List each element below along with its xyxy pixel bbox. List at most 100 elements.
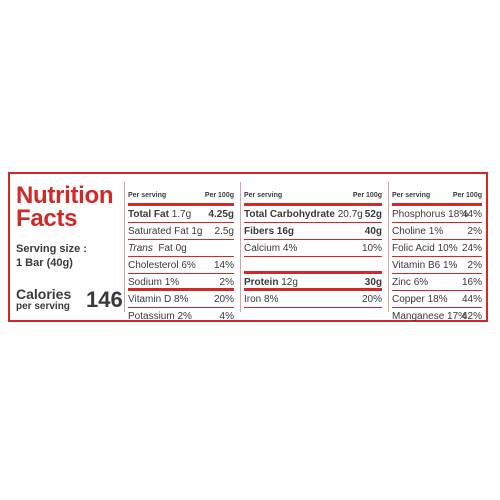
- vitamin-d-label: Vitamin D: [128, 294, 172, 305]
- column-carbs: Per serving Per 100g Total Carbohydrate …: [244, 190, 382, 308]
- cholesterol-per100: 14%: [213, 260, 234, 271]
- row-iron: Iron 8% 20%: [244, 291, 382, 308]
- potassium-serving: 2%: [177, 311, 192, 322]
- trans-fat-label: Fat: [158, 243, 173, 254]
- header-per-100g: Per 100g: [352, 192, 382, 199]
- copper-label: Copper: [392, 294, 425, 305]
- folic-acid-label: Folic Acid: [392, 243, 435, 254]
- row-manganese: Manganese 17% 42%: [392, 308, 482, 325]
- header-bar: [392, 203, 482, 206]
- phosphorus-label: Phosphorus: [392, 209, 446, 220]
- row-zinc: Zinc 6% 16%: [392, 274, 482, 291]
- choline-per100: 2%: [467, 226, 482, 237]
- column-header: Per serving Per 100g: [244, 190, 382, 203]
- folic-acid-per100: 24%: [461, 243, 482, 254]
- iron-serving: 8%: [264, 294, 279, 305]
- row-saturated-fat: Saturated Fat 1g 2.5g: [128, 223, 234, 240]
- row-protein: Protein 12g 30g: [244, 274, 382, 291]
- row-potassium: Potassium 2% 4%: [128, 308, 234, 325]
- row-fibers: Fibers 16g 40g: [244, 223, 382, 240]
- potassium-per100: 4%: [219, 311, 234, 322]
- row-vitamin-b6: Vitamin B6 1% 2%: [392, 257, 482, 274]
- copper-serving: 18%: [427, 294, 448, 305]
- saturated-fat-serving: 1g: [191, 226, 203, 237]
- vitamin-d-per100: 20%: [213, 294, 234, 305]
- total-carb-per100: 52g: [364, 209, 382, 220]
- row-copper: Copper 18% 44%: [392, 291, 482, 308]
- panel-title: Nutrition Facts: [16, 182, 120, 232]
- sodium-label: Sodium: [128, 277, 162, 288]
- total-carb-label: Total Carbohydrate: [244, 209, 335, 220]
- cholesterol-serving: 6%: [181, 260, 196, 271]
- total-fat-label: Total Fat: [128, 209, 169, 220]
- row-sodium: Sodium 1% 2%: [128, 274, 234, 291]
- vitamin-b6-per100: 2%: [467, 260, 482, 271]
- vitamin-b6-serving: 1%: [442, 260, 458, 271]
- serving-size-label: Serving size :: [16, 243, 87, 255]
- total-carb-serving: 20.7g: [337, 209, 363, 220]
- fibers-serving: 16g: [276, 226, 295, 237]
- sodium-per100: 2%: [219, 277, 234, 288]
- divider-1: [124, 182, 125, 312]
- calories-sub: per serving: [16, 301, 70, 312]
- sodium-serving: 1%: [164, 277, 180, 288]
- zinc-label: Zinc: [392, 277, 411, 288]
- trans-fat-serving: 0g: [175, 243, 187, 254]
- nutrition-facts-panel: Nutrition Facts Serving size : 1 Bar (40…: [8, 172, 488, 322]
- calories-label: Calories: [16, 286, 72, 302]
- cholesterol-label: Cholesterol: [128, 260, 179, 271]
- iron-per100: 20%: [361, 294, 382, 305]
- copper-per100: 44%: [461, 294, 482, 305]
- protein-serving: 12g: [281, 277, 298, 288]
- row-total-carbohydrate: Total Carbohydrate 20.7g 52g: [244, 206, 382, 223]
- vitamin-b6-label: Vitamin B6: [392, 260, 441, 271]
- panel-left: Nutrition Facts Serving size : 1 Bar (40…: [16, 182, 123, 313]
- title-line-2: Facts: [16, 205, 78, 232]
- protein-per100: 30g: [364, 277, 382, 288]
- calories-value: 146: [86, 287, 123, 312]
- phosphorus-per100: 44%: [461, 209, 482, 220]
- row-vitamin-d: Vitamin D 8% 20%: [128, 291, 234, 308]
- saturated-fat-label: Saturated Fat: [128, 226, 189, 237]
- column-header: Per serving Per 100g: [128, 190, 234, 203]
- column-fats: Per serving Per 100g Total Fat 1.7g 4.25…: [128, 190, 234, 325]
- protein-label: Protein: [244, 277, 279, 288]
- zinc-per100: 16%: [461, 277, 482, 288]
- saturated-fat-per100: 2.5g: [214, 226, 234, 237]
- row-trans-fat: Trans Fat 0g: [128, 240, 234, 257]
- divider-3: [388, 182, 389, 312]
- header-per-serving: Per serving: [128, 192, 167, 199]
- manganese-label: Manganese: [392, 311, 445, 322]
- header-bar: [128, 203, 234, 206]
- phosphorus-serving: 18%: [448, 209, 469, 220]
- calcium-serving: 4%: [282, 243, 298, 254]
- serving-size-value: 1 Bar (40g): [16, 257, 73, 269]
- row-choline: Choline 1% 2%: [392, 223, 482, 240]
- column-minerals: Per serving Per 100g Phosphorus 18% 44% …: [392, 190, 482, 325]
- calcium-label: Calcium: [244, 243, 281, 254]
- row-calcium: Calcium 4% 10%: [244, 240, 382, 257]
- vitamin-d-serving: 8%: [173, 294, 189, 305]
- choline-serving: 1%: [428, 226, 444, 237]
- total-fat-per100: 4.25g: [208, 209, 234, 220]
- total-fat-serving: 1.7g: [171, 209, 192, 220]
- header-per-serving: Per serving: [244, 192, 283, 199]
- manganese-serving: 17%: [447, 311, 468, 322]
- zinc-serving: 6%: [413, 277, 429, 288]
- folic-acid-serving: 10%: [437, 243, 458, 254]
- divider-2: [240, 182, 241, 312]
- trans-label: Trans: [128, 243, 153, 254]
- iron-label: Iron: [244, 294, 262, 305]
- title-line-1: Nutrition: [16, 182, 114, 209]
- serving-size: Serving size : 1 Bar (40g): [16, 242, 120, 270]
- row-total-fat: Total Fat 1.7g 4.25g: [128, 206, 234, 223]
- row-cholesterol: Cholesterol 6% 14%: [128, 257, 234, 274]
- column-header: Per serving Per 100g: [392, 190, 482, 203]
- fibers-label: Fibers: [244, 226, 275, 237]
- fibers-per100: 40g: [364, 226, 382, 237]
- choline-label: Choline: [392, 226, 426, 237]
- row-phosphorus: Phosphorus 18% 44%: [392, 206, 482, 223]
- row-empty: [244, 257, 382, 274]
- potassium-label: Potassium: [128, 311, 175, 322]
- header-per-serving: Per serving: [392, 192, 431, 199]
